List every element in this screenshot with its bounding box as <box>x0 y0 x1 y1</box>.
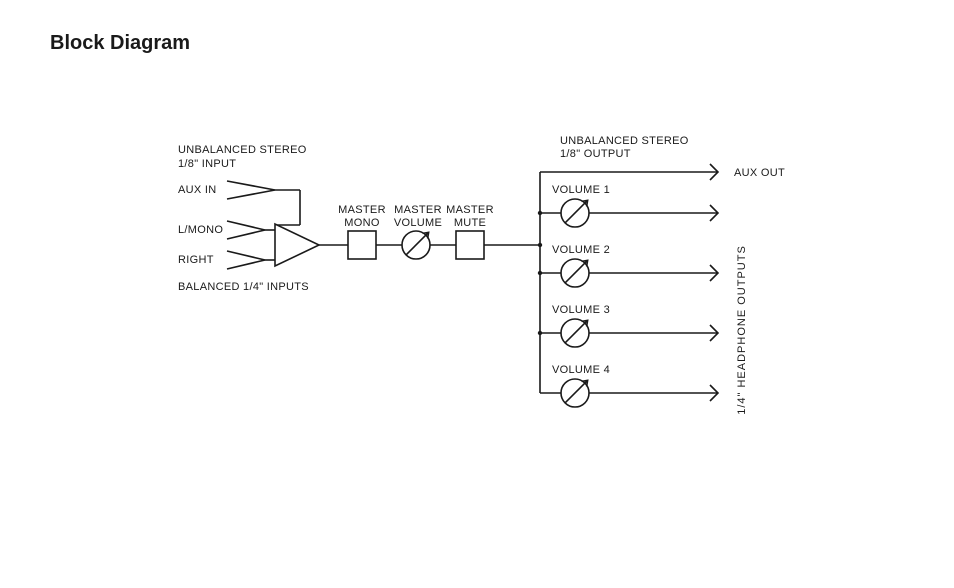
label-master-mute-2: MUTE <box>454 217 486 229</box>
label-output-unbalanced: UNBALANCED STEREO <box>560 135 689 147</box>
page-title: Block Diagram <box>50 32 190 55</box>
label-aux-in: AUX IN <box>178 184 216 196</box>
label-output-eighth: 1/8" OUTPUT <box>560 148 631 160</box>
label-right: RIGHT <box>178 254 214 266</box>
label-input-unbalanced: UNBALANCED STEREO <box>178 144 307 156</box>
label-master-mono-2: MONO <box>344 217 380 229</box>
label-l-mono: L/MONO <box>178 224 223 236</box>
label-headphone-outputs: 1/4" HEADPHONE OUTPUTS <box>736 245 748 415</box>
label-master-mute-1: MASTER <box>446 204 494 216</box>
label-master-volume-2: VOLUME <box>394 217 442 229</box>
label-master-mono-1: MASTER <box>338 204 386 216</box>
label-master-volume-1: MASTER <box>394 204 442 216</box>
label-balanced-inputs: BALANCED 1/4" INPUTS <box>178 281 309 293</box>
label-volume-3: VOLUME 3 <box>552 304 610 316</box>
block-diagram: UNBALANCED STEREO 1/8" INPUT AUX IN L/MONO R… <box>0 0 954 583</box>
label-input-eighth: 1/8" INPUT <box>178 158 236 170</box>
label-volume-4: VOLUME 4 <box>552 364 610 376</box>
label-aux-out: AUX OUT <box>734 167 785 179</box>
label-volume-2: VOLUME 2 <box>552 244 610 256</box>
label-volume-1: VOLUME 1 <box>552 184 610 196</box>
